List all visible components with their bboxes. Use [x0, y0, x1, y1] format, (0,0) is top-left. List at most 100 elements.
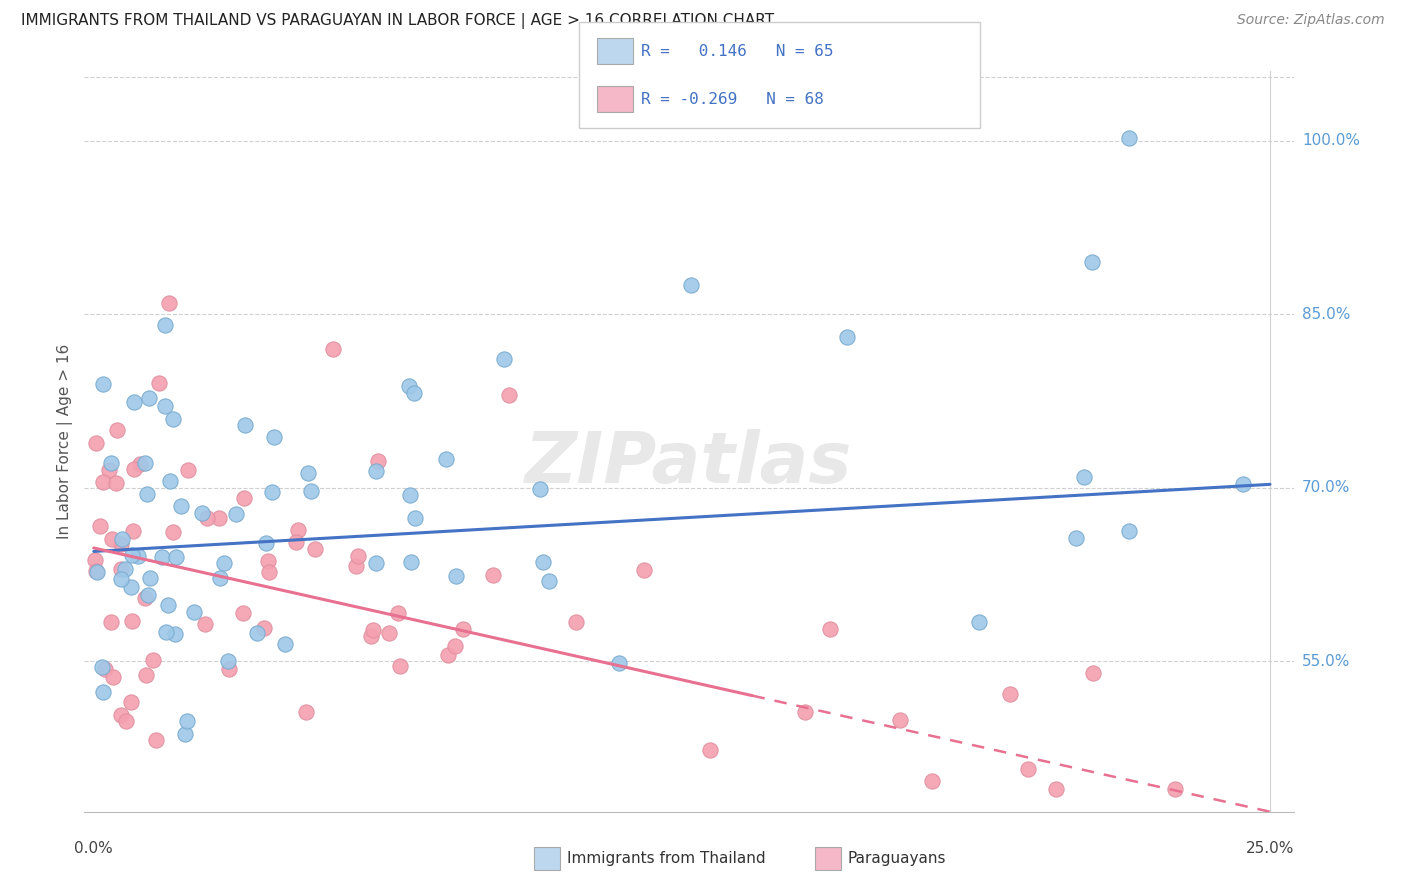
Point	[190, 506, 212, 520]
Text: R = -0.269   N = 68: R = -0.269 N = 68	[641, 92, 824, 107]
Point	[162, 412, 184, 426]
Point	[150, 549, 173, 564]
Point	[97, 463, 120, 477]
Point	[89, 518, 111, 533]
Point	[260, 485, 283, 500]
Point	[360, 629, 382, 643]
Point	[233, 491, 256, 506]
Point	[889, 714, 911, 728]
Point	[537, 574, 560, 589]
Point	[1064, 531, 1087, 545]
Point	[194, 617, 217, 632]
Point	[153, 399, 176, 413]
Point	[139, 571, 162, 585]
Text: 70.0%: 70.0%	[1302, 480, 1350, 495]
Point	[364, 464, 387, 478]
Point	[122, 462, 145, 476]
Point	[233, 418, 256, 433]
Point	[156, 599, 179, 613]
Point	[90, 660, 112, 674]
Point	[297, 466, 319, 480]
Point	[1081, 665, 1104, 680]
Point	[446, 569, 468, 583]
Point	[173, 727, 195, 741]
Point	[263, 430, 285, 444]
Point	[100, 456, 122, 470]
Point	[136, 487, 159, 501]
Point	[246, 626, 269, 640]
Point	[110, 708, 132, 723]
Point	[492, 352, 515, 367]
Point	[679, 278, 702, 293]
Point	[398, 488, 420, 502]
Point	[607, 657, 630, 671]
Point	[322, 342, 344, 356]
Point	[142, 653, 165, 667]
Point	[529, 482, 551, 496]
Point	[208, 511, 231, 525]
Point	[153, 318, 176, 333]
Point	[134, 591, 156, 605]
Point	[437, 648, 460, 662]
Text: 55.0%: 55.0%	[1302, 654, 1350, 669]
Point	[498, 388, 520, 402]
Point	[254, 536, 277, 550]
Point	[120, 695, 142, 709]
Point	[155, 625, 177, 640]
Point	[135, 667, 157, 681]
Point	[120, 580, 142, 594]
Point	[115, 714, 138, 728]
Text: 85.0%: 85.0%	[1302, 307, 1350, 322]
Point	[177, 463, 200, 477]
Point	[148, 376, 170, 391]
Point	[633, 563, 655, 577]
Point	[217, 654, 239, 668]
Point	[134, 456, 156, 470]
Point	[436, 452, 458, 467]
Point	[1081, 255, 1104, 269]
Point	[218, 662, 240, 676]
Point	[183, 605, 205, 619]
Text: ZIPatlas: ZIPatlas	[526, 429, 852, 499]
Point	[100, 615, 122, 629]
Point	[165, 627, 187, 641]
Point	[159, 475, 181, 489]
Point	[121, 524, 143, 538]
Point	[399, 555, 422, 569]
Point	[531, 555, 554, 569]
Point	[344, 558, 367, 573]
Point	[91, 685, 114, 699]
Text: Source: ZipAtlas.com: Source: ZipAtlas.com	[1237, 13, 1385, 28]
Point	[1017, 762, 1039, 776]
Point	[565, 615, 588, 629]
Point	[170, 499, 193, 513]
Point	[93, 662, 115, 676]
Point	[304, 541, 326, 556]
Point	[110, 562, 132, 576]
Point	[387, 606, 409, 620]
Text: Immigrants from Thailand: Immigrants from Thailand	[567, 851, 765, 866]
Point	[257, 554, 280, 568]
Text: Paraguayans: Paraguayans	[848, 851, 946, 866]
Point	[284, 534, 307, 549]
Point	[818, 622, 841, 636]
Point	[367, 453, 389, 467]
Point	[127, 549, 149, 564]
Point	[93, 475, 115, 489]
Point	[103, 670, 125, 684]
Point	[921, 774, 943, 789]
Point	[299, 484, 322, 499]
Point	[253, 621, 276, 635]
Point	[287, 524, 309, 538]
Text: 100.0%: 100.0%	[1302, 133, 1360, 148]
Point	[83, 552, 105, 566]
Point	[389, 659, 412, 673]
Point	[1118, 131, 1140, 145]
Point	[105, 423, 128, 437]
Point	[91, 376, 114, 391]
Point	[361, 624, 384, 638]
Point	[347, 549, 370, 563]
Point	[86, 565, 108, 579]
Point	[274, 637, 297, 651]
Point	[208, 571, 231, 585]
